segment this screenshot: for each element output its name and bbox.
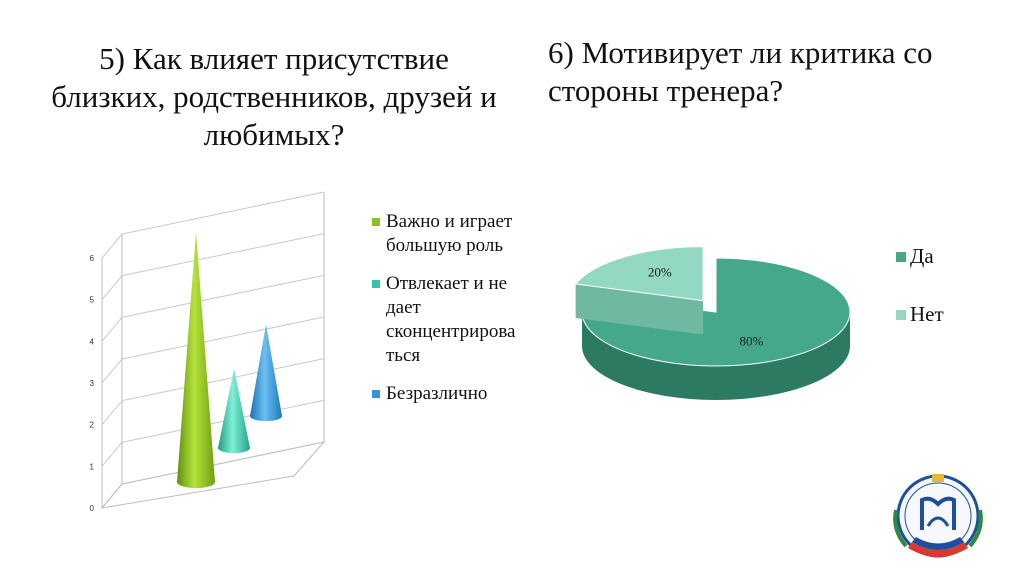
question-5-title: 5) Как влияет присутствие близких, родст… [51, 41, 497, 152]
cone-y-tick-label: 3 [90, 379, 95, 388]
cone-gridline [101, 358, 325, 425]
cone-y-tick-label: 2 [90, 421, 95, 430]
cone-y-tick-label: 5 [90, 296, 95, 305]
cone-gridline [101, 274, 325, 342]
pie-chart-legend: Да Нет [896, 244, 996, 360]
legend-item-distracts: Отвлекает и не дает сконцентрирова ться [372, 272, 542, 368]
cone-y-tick-label: 0 [90, 504, 95, 513]
cone-gridline [101, 316, 325, 384]
cone-gridline [101, 233, 325, 300]
legend-item-indifferent: Безразлично [372, 382, 542, 406]
pie-chart-marks [574, 246, 851, 400]
pie-slice-1 [574, 246, 704, 335]
legend-swatch-important [372, 218, 380, 226]
legend-label-indifferent: Безразлично [386, 383, 488, 404]
cone-chart: 0 1 2 3 4 5 6 [90, 191, 326, 513]
legend-label-distracts: Отвлекает и не дает сконцентрирова ться [386, 273, 516, 366]
pie-chart: 80% 20% [574, 246, 851, 400]
cone-gridline [101, 191, 325, 259]
legend-item-yes: Да [896, 244, 996, 268]
pie-slice-0 [581, 257, 851, 400]
cone-distracts [218, 368, 250, 454]
legend-swatch-yes [896, 252, 906, 262]
legend-label-important: Важно и играет большую роль [386, 211, 513, 256]
cone-important [177, 232, 215, 489]
pie-data-label: 80% [740, 334, 764, 349]
cone-floor [100, 441, 326, 509]
academy-emblem-icon [893, 474, 983, 558]
pie-chart-labels: 80% 20% [648, 265, 764, 349]
legend-label-no: Нет [910, 302, 944, 326]
cone-chart-grid [100, 191, 326, 509]
legend-swatch-distracts [372, 280, 380, 288]
question-6-title: 6) Мотивирует ли критика со стороны трен… [548, 35, 933, 108]
cone-chart-legend: Важно и играет большую роль Отвлекает и … [372, 210, 542, 420]
cone-y-tick-label: 1 [90, 462, 95, 471]
cone-indifferent [250, 324, 282, 422]
legend-item-no: Нет [896, 302, 996, 326]
cone-chart-y-axis: 0 1 2 3 4 5 6 [90, 254, 95, 513]
legend-label-yes: Да [910, 244, 934, 268]
legend-swatch-no [896, 310, 906, 320]
legend-swatch-indifferent [372, 390, 380, 398]
cone-chart-marks [177, 232, 282, 489]
cone-y-tick-label: 6 [90, 254, 95, 263]
legend-item-important: Важно и играет большую роль [372, 210, 542, 258]
cone-y-tick-label: 4 [90, 337, 95, 346]
pie-data-label: 20% [648, 265, 672, 280]
